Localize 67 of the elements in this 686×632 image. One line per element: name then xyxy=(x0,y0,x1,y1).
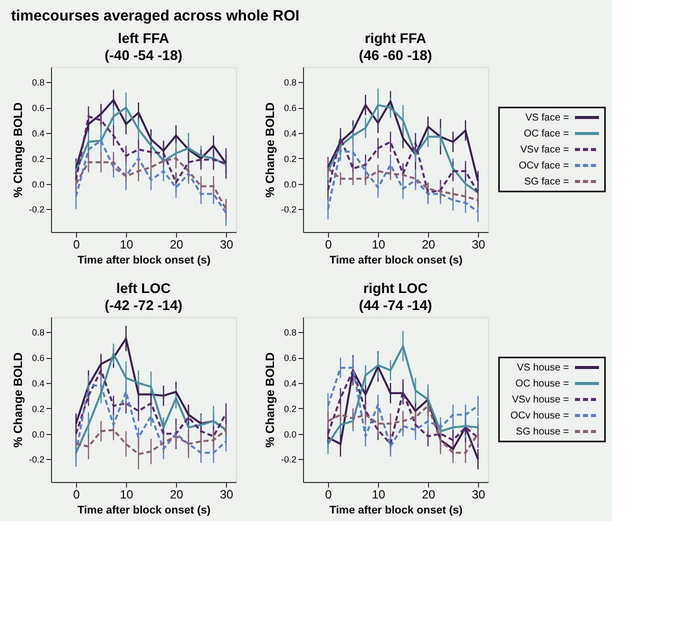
y-tick-label: 0.6 xyxy=(32,353,44,364)
y-axis-title: % Change BOLD xyxy=(10,352,25,448)
y-axis-title: % Change BOLD xyxy=(262,352,277,448)
legend-label: VS house = xyxy=(517,362,570,374)
x-tick-label: 20 xyxy=(422,238,436,252)
x-axis-title: Time after block onset (s) xyxy=(329,254,463,266)
y-tick-label: 0.0 xyxy=(284,179,296,190)
x-tick-label: 10 xyxy=(120,238,134,252)
y-tick-label: 0.0 xyxy=(32,429,44,440)
y-axis-title: % Change BOLD xyxy=(10,102,25,198)
y-tick-label: 0.4 xyxy=(284,128,296,138)
y-tick-label: 0.4 xyxy=(32,378,44,388)
text: timecourses averaged across whole ROI xyxy=(10,8,300,24)
y-axis-title: % Change BOLD xyxy=(262,102,277,198)
y-tick-label: -0.2 xyxy=(280,204,296,215)
legend-label: OC house = xyxy=(515,378,570,390)
y-tick-label: 0.6 xyxy=(284,353,296,364)
y-tick-label: -0.2 xyxy=(28,454,44,465)
y-tick-label: 0.8 xyxy=(284,78,296,88)
y-tick-label: 0.8 xyxy=(32,78,44,88)
x-tick-label: 30 xyxy=(220,238,234,252)
legend-label: VSv face = xyxy=(520,144,570,156)
y-tick-label: 0.2 xyxy=(32,154,44,164)
x-tick-label: 0 xyxy=(325,488,332,502)
x-tick-label: 0 xyxy=(73,238,80,252)
y-tick-label: 0.6 xyxy=(284,103,296,114)
legend-label: SG face = xyxy=(524,176,570,188)
y-tick-label: 0.2 xyxy=(284,404,296,414)
chart-subtitle: (44 -74 -14) xyxy=(358,297,432,313)
chart-subtitle: (-42 -72 -14) xyxy=(104,297,182,313)
y-tick-label: 0.0 xyxy=(32,179,44,190)
x-tick-label: 30 xyxy=(472,488,486,502)
y-tick-label: 0.0 xyxy=(284,429,296,440)
y-tick-label: 0.6 xyxy=(32,103,44,114)
x-tick-label: 30 xyxy=(472,238,486,252)
y-tick-label: 0.4 xyxy=(32,128,44,138)
y-tick-label: 0.2 xyxy=(32,404,44,414)
x-tick-label: 10 xyxy=(372,238,386,252)
x-tick-label: 30 xyxy=(220,488,234,502)
x-tick-label: 20 xyxy=(422,488,436,502)
legend-label: OCv house = xyxy=(510,410,570,422)
y-tick-label: -0.2 xyxy=(28,204,44,215)
legend-label: SG house = xyxy=(516,426,570,438)
x-tick-label: 0 xyxy=(73,488,80,502)
x-tick-label: 0 xyxy=(325,238,332,252)
chart-title: right LOC xyxy=(363,280,428,296)
legend-label: OCv face = xyxy=(518,160,570,172)
y-tick-label: 0.2 xyxy=(284,154,296,164)
chart-title: left FFA xyxy=(118,30,170,46)
y-tick-label: -0.2 xyxy=(280,454,296,465)
x-axis-title: Time after block onset (s) xyxy=(77,504,211,516)
x-tick-label: 10 xyxy=(120,488,134,502)
chart-title: left LOC xyxy=(116,280,171,296)
x-tick-label: 20 xyxy=(170,238,184,252)
legend-label: OC face = xyxy=(524,128,570,140)
x-axis-title: Time after block onset (s) xyxy=(77,254,211,266)
legend-label: VS face = xyxy=(525,112,570,124)
x-tick-label: 10 xyxy=(372,488,386,502)
y-tick-label: 0.4 xyxy=(284,378,296,388)
y-tick-label: 0.8 xyxy=(32,328,44,338)
legend-label: VSv house = xyxy=(512,394,570,406)
chart-subtitle: (46 -60 -18) xyxy=(358,47,432,63)
chart-subtitle: (-40 -54 -18) xyxy=(104,47,182,63)
x-tick-label: 20 xyxy=(170,488,184,502)
chart-title: right FFA xyxy=(364,30,426,46)
x-axis-title: Time after block onset (s) xyxy=(329,504,463,516)
y-tick-label: 0.8 xyxy=(284,328,296,338)
